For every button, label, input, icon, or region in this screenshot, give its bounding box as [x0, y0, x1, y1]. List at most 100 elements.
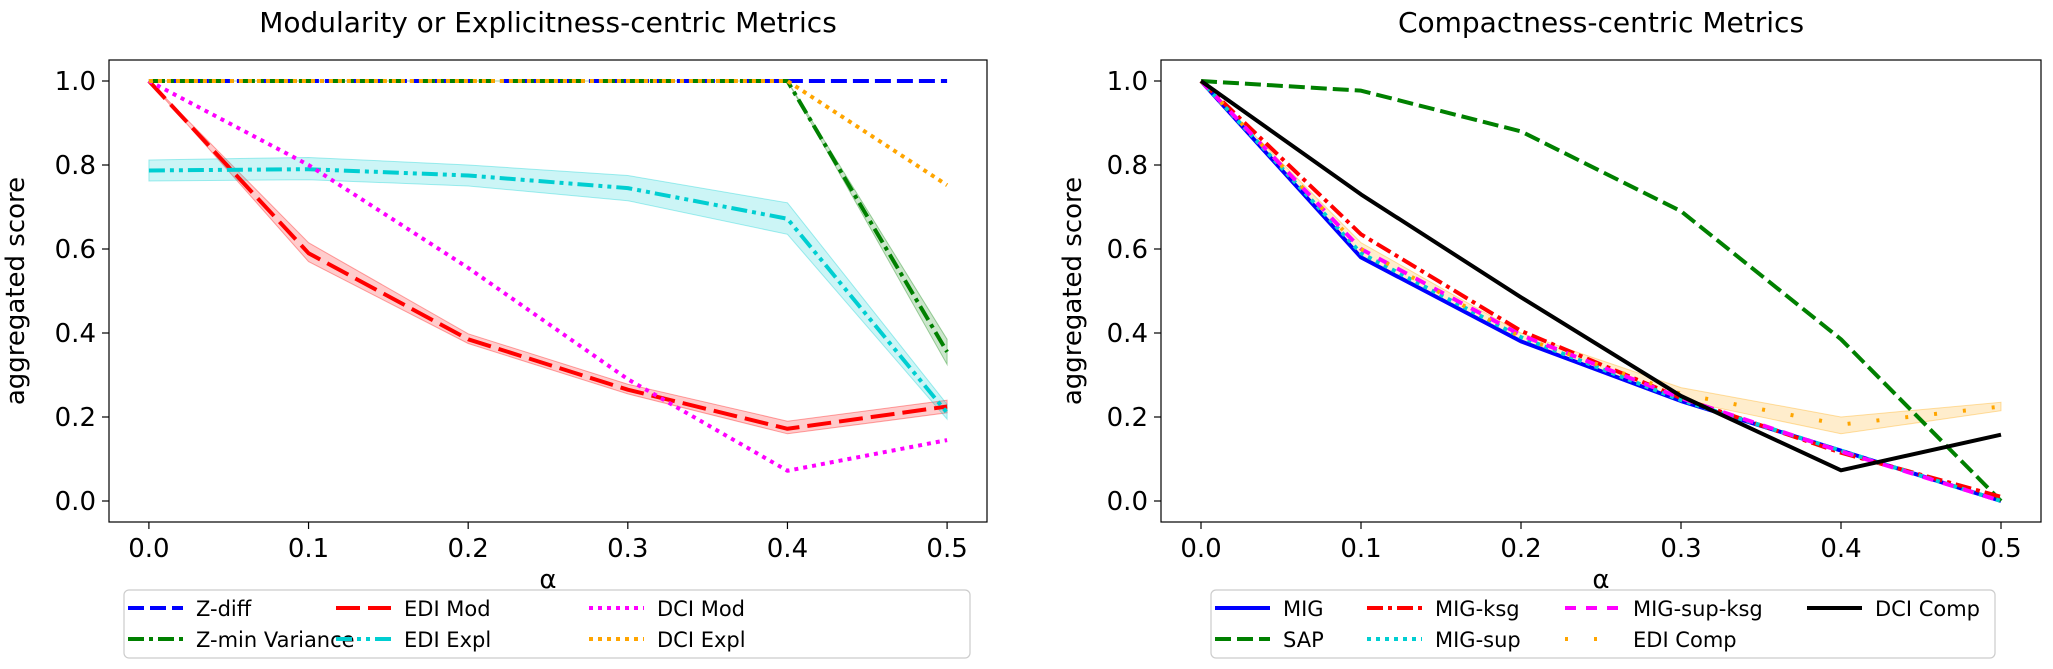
data-point-dci-mod	[466, 266, 470, 270]
data-point-edi-comp	[1999, 405, 2003, 409]
x-tick-label: 0.2	[1500, 534, 1541, 564]
data-point-mig-sup-ksg	[1999, 499, 2003, 503]
legend: MIG SAP MIG-ksg MIG-sup MIG-sup-ksg EDI Comp D…	[1210, 589, 1996, 659]
data-point-edi-comp	[1839, 423, 1843, 427]
data-point-mig	[1519, 339, 1523, 343]
legend-label-edi-comp: EDI Comp	[1633, 628, 1737, 652]
y-tick-label: 1.0	[55, 67, 96, 97]
data-point-dci-comp	[1359, 192, 1363, 196]
chart-title: Modularity or Explicitness-centric Metri…	[259, 6, 837, 39]
y-tick-label: 0.0	[1107, 487, 1148, 517]
data-point-edi-expl	[466, 174, 470, 178]
y-tick-label: 0.6	[1107, 235, 1148, 265]
data-point-dci-comp	[1519, 295, 1523, 299]
x-tick-label: 0.1	[288, 534, 329, 564]
y-tick-label: 0.8	[1107, 151, 1148, 181]
data-point-dci-comp	[1999, 433, 2003, 437]
data-point-edi-comp	[1519, 335, 1523, 339]
series-line-edi-mod	[147, 79, 948, 431]
data-point-sap	[1359, 89, 1363, 93]
y-tick-label: 0.2	[55, 403, 96, 433]
series-line-edi-expl	[148, 167, 949, 415]
y-tick-label: 0.4	[55, 319, 96, 349]
y-axis-label: aggregated score	[1058, 177, 1088, 405]
x-tick-label: 0.4	[1820, 534, 1861, 564]
data-point-dci-expl	[307, 79, 311, 83]
data-point-dci-expl	[626, 79, 630, 83]
data-point-dci-expl	[147, 79, 151, 83]
data-point-dci-expl	[945, 183, 949, 187]
y-tick-label: 0.0	[55, 487, 96, 517]
data-point-z-min-variance	[945, 350, 949, 354]
data-point-edi-mod	[785, 427, 789, 431]
series-line-mig	[1199, 79, 2002, 503]
data-point-sap	[1519, 129, 1523, 133]
x-tick-label: 0.1	[1340, 534, 1381, 564]
data-point-edi-expl	[147, 168, 151, 172]
chart-title: Compactness-centric Metrics	[1398, 6, 1804, 39]
data-point-mig-ksg	[1999, 495, 2003, 499]
y-tick-label: 0.6	[55, 235, 96, 265]
y-tick-label: 1.0	[1107, 67, 1148, 97]
data-point-edi-expl	[626, 186, 630, 190]
data-point-dci-mod	[626, 377, 630, 381]
data-point-dci-comp	[1839, 468, 1843, 472]
series-line-mig-sup	[1199, 79, 2002, 503]
legend-label-dci-mod: DCI Mod	[657, 597, 745, 621]
x-axis-label: α	[1592, 565, 1609, 595]
data-point-edi-expl	[785, 217, 789, 221]
x-tick-label: 0.3	[1660, 534, 1701, 564]
data-point-edi-mod	[466, 337, 470, 341]
x-tick-label: 0.5	[926, 534, 967, 564]
x-tick-label: 0.3	[607, 534, 648, 564]
confidence-band-z-min-variance	[148, 80, 948, 367]
legend-label-z-diff: Z-diff	[196, 597, 252, 621]
data-point-edi-expl	[945, 411, 949, 415]
data-point-edi-mod	[307, 251, 311, 255]
series-line-mig-ksg	[1199, 79, 2002, 499]
legend-label-z-min-variance: Z-min Variance	[196, 628, 355, 652]
legend-label-dci-expl: DCI Expl	[657, 628, 746, 652]
x-tick-label: 0.2	[448, 534, 489, 564]
y-tick-label: 0.8	[55, 151, 96, 181]
data-point-sap	[1679, 209, 1683, 213]
series-line-dci-comp	[1199, 79, 2002, 473]
series-line-dci-mod	[147, 79, 948, 473]
x-tick-label: 0.0	[1180, 534, 1221, 564]
data-point-mig-ksg	[1519, 329, 1523, 333]
data-point-dci-mod	[785, 469, 789, 473]
legend-label-mig-sup-ksg: MIG-sup-ksg	[1633, 597, 1763, 621]
y-axis-label: aggregated score	[1, 177, 31, 405]
data-point-dci-mod	[307, 163, 311, 167]
legend-label-mig: MIG	[1283, 597, 1324, 621]
legend-label-dci-comp: DCI Comp	[1875, 597, 1980, 621]
data-point-dci-mod	[945, 438, 949, 442]
legend-frame	[123, 589, 971, 659]
data-point-mig-sup-ksg	[1839, 449, 1843, 453]
confidence-band-edi-expl	[148, 156, 948, 421]
legend-label-mig-sup: MIG-sup	[1435, 628, 1521, 652]
data-point-mig-ksg	[1359, 232, 1363, 236]
y-tick-label: 0.4	[1107, 319, 1148, 349]
x-tick-label: 0.4	[767, 534, 808, 564]
axes-frame	[1160, 59, 2042, 523]
legend-label-sap: SAP	[1283, 628, 1324, 652]
data-point-dci-expl	[785, 79, 789, 83]
data-point-edi-comp	[1359, 247, 1363, 251]
x-axis-label: α	[539, 565, 556, 595]
x-tick-label: 0.0	[128, 534, 169, 564]
series-line-sap	[1200, 79, 2003, 503]
data-point-edi-mod	[626, 388, 630, 392]
data-point-dci-comp	[1199, 79, 1203, 83]
legend-label-edi-expl: EDI Expl	[404, 628, 491, 652]
data-point-dci-comp	[1679, 394, 1683, 398]
legend: Z-diff Z-min Variance EDI Mod EDI Expl DCI M…	[123, 589, 971, 659]
chart-panel-2: Compactness-centric Metrics 0.0 0.1 0.2 0.3 0…	[1058, 6, 2042, 659]
data-point-z-diff	[945, 79, 949, 83]
legend-label-edi-mod: EDI Mod	[404, 597, 491, 621]
legend-label-mig-ksg: MIG-ksg	[1435, 597, 1520, 621]
data-point-edi-mod	[945, 405, 949, 409]
series-line-dci-expl	[148, 79, 949, 187]
series-line-mig-sup-ksg	[1199, 79, 2002, 503]
